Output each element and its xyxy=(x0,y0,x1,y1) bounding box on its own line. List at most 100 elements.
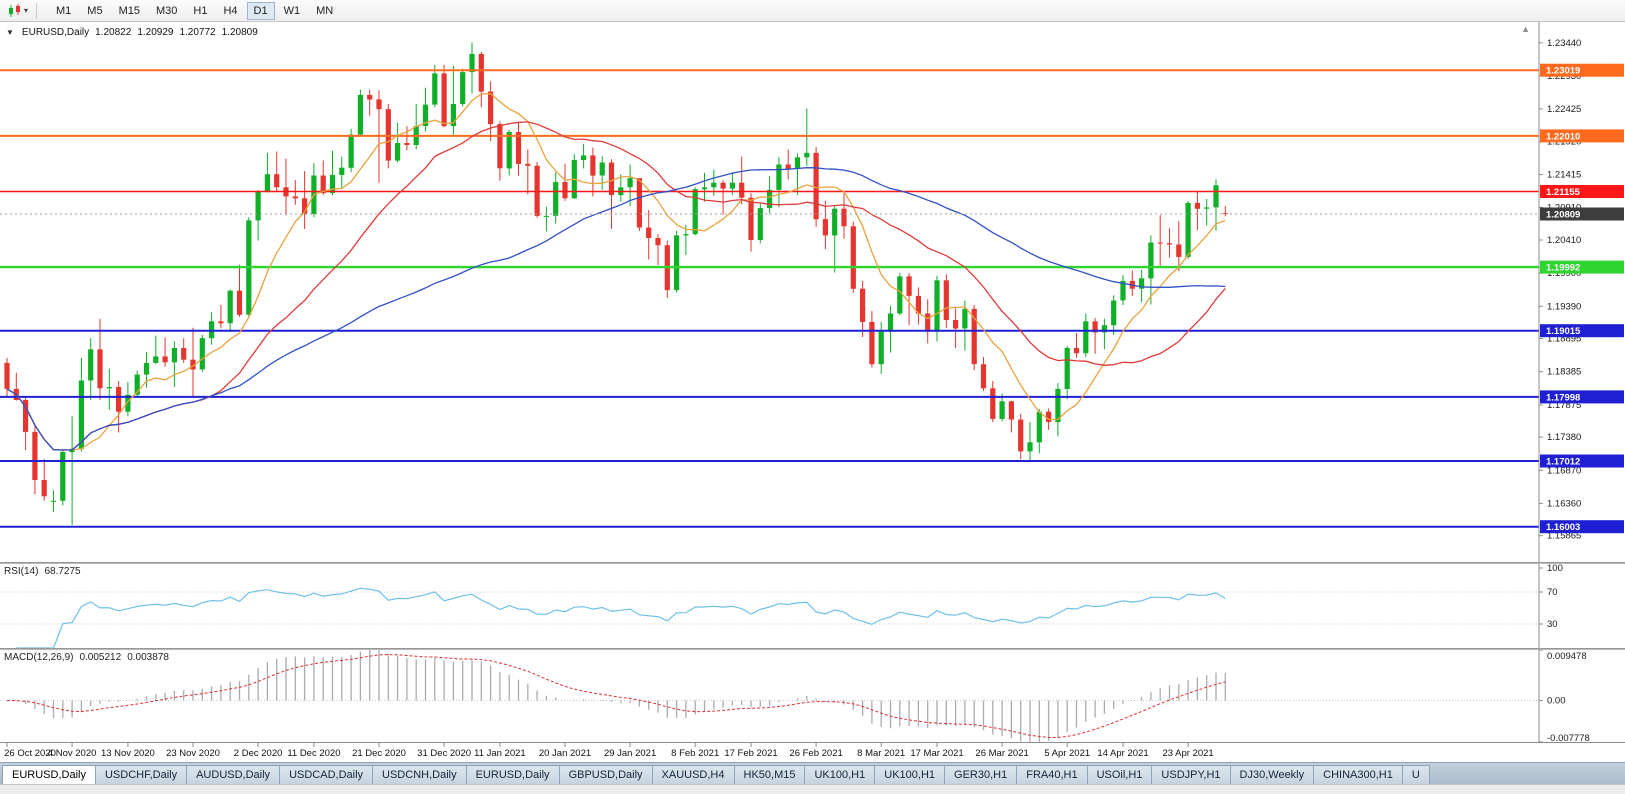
macd-axis-label: 0.009478 xyxy=(1547,651,1587,662)
time-tick-label: 5 Apr 2021 xyxy=(1044,748,1090,759)
time-tick-label: 23 Apr 2021 xyxy=(1162,748,1213,759)
price-tick-label: 1.20410 xyxy=(1547,235,1581,246)
chart-tab-UK100-H1[interactable]: UK100,H1 xyxy=(874,765,946,784)
price-badge-1.19992: 1.19992 xyxy=(1540,260,1624,274)
rsi-name: RSI(14) xyxy=(4,566,39,577)
svg-text:1.19015: 1.19015 xyxy=(1546,326,1581,337)
timeframe-buttons: M1 M5 M15 M30 H1 H4 D1 W1 MN xyxy=(48,1,341,20)
time-tick-label: 8 Mar 2021 xyxy=(857,748,905,759)
price-badge-1.19015: 1.19015 xyxy=(1540,324,1624,338)
chart-symbol-label: EURUSD,Daily xyxy=(21,27,90,38)
ohlc-high: 1.20929 xyxy=(137,27,174,38)
rsi-panel: RSI(14) 68.7275 100 70 30 xyxy=(0,564,1625,648)
chart-tab-CHINA300-H1[interactable]: CHINA300,H1 xyxy=(1313,765,1403,784)
candlestick-chart-icon xyxy=(9,3,20,17)
price-tick-label: 1.17380 xyxy=(1547,432,1581,443)
chart-tab-EURUSD-Daily[interactable]: EURUSD,Daily xyxy=(2,765,96,784)
timeframe-button-M15[interactable]: M15 xyxy=(118,4,140,17)
chart-ohlc-header: ▼ EURUSD,Daily 1.20822 1.20929 1.20772 1… xyxy=(6,27,258,38)
svg-text:1.17012: 1.17012 xyxy=(1546,457,1580,468)
chart-tab-AUDUSD-Daily[interactable]: AUDUSD,Daily xyxy=(186,765,281,784)
chart-tab-UK100-H1[interactable]: UK100,H1 xyxy=(804,765,876,784)
macd-label: MACD(12,26,9) 0.005212 0.003878 xyxy=(4,652,169,663)
svg-text:1.19992: 1.19992 xyxy=(1546,263,1580,274)
chart-tab-GER30-H1[interactable]: GER30,H1 xyxy=(944,765,1018,784)
time-tick-label: 26 Mar 2021 xyxy=(975,748,1028,759)
svg-text:1.21155: 1.21155 xyxy=(1546,187,1581,198)
time-tick-label: 4 Nov 2020 xyxy=(48,748,97,759)
rsi-axis-label: 100 xyxy=(1547,564,1563,574)
chevron-down-icon: ▾ xyxy=(24,6,29,15)
time-axis[interactable]: 26 Oct 2020 4 Nov 2020 13 Nov 2020 23 Nov 2… xyxy=(0,742,1625,762)
chart-background xyxy=(0,22,1625,562)
macd-axis-label: 0.00 xyxy=(1547,696,1566,707)
price-tick-label: 1.17875 xyxy=(1547,400,1581,411)
chart-tab-XAUUSD-H4[interactable]: XAUUSD,H4 xyxy=(651,765,735,784)
timeframe-button-M30[interactable]: M30 xyxy=(155,4,178,17)
svg-text:1.17998: 1.17998 xyxy=(1546,392,1580,403)
time-tick-label: 11 Dec 2020 xyxy=(287,748,340,759)
price-badge-1.21155: 1.21155 xyxy=(1540,185,1624,198)
time-tick-label: 2 Dec 2020 xyxy=(234,748,283,759)
rsi-value: 68.7275 xyxy=(44,566,81,577)
chart-tab-USOil-H1[interactable]: USOil,H1 xyxy=(1086,765,1153,784)
time-tick-label: 8 Feb 2021 xyxy=(671,748,719,759)
rsi-canvas[interactable]: 100 70 30 xyxy=(0,564,1625,648)
price-tick-label: 1.19390 xyxy=(1547,301,1581,312)
macd-panel: MACD(12,26,9) 0.005212 0.003878 0.009478… xyxy=(0,650,1625,742)
timeframe-button-M1[interactable]: M1 xyxy=(56,4,72,17)
time-tick-label: 21 Dec 2020 xyxy=(352,748,406,759)
chart-type-icon[interactable]: ▾ xyxy=(4,2,31,20)
rsi-axis-label: 70 xyxy=(1547,587,1558,598)
panel-splitter[interactable] xyxy=(0,648,1625,650)
macd-canvas[interactable]: 0.009478 0.00 -0.007778 xyxy=(0,650,1625,742)
price-tick-label: 1.15865 xyxy=(1547,531,1581,542)
main-chart-canvas[interactable]: 1.234401.229301.224251.219201.214151.209… xyxy=(0,22,1625,562)
timeframe-button-H1[interactable]: H1 xyxy=(193,4,208,17)
time-tick-label: 14 Apr 2021 xyxy=(1097,748,1148,759)
time-tick-label: 26 Feb 2021 xyxy=(789,748,842,759)
current-price-badge: 1.20809 xyxy=(1540,207,1624,221)
chart-scroll-marker-icon[interactable]: ▲ xyxy=(1521,24,1530,34)
one-click-trading-arrow[interactable]: ▼ xyxy=(6,28,14,37)
chart-tab-HK50-M15[interactable]: HK50,M15 xyxy=(733,765,806,784)
macd-name: MACD(12,26,9) xyxy=(4,652,74,663)
svg-text:1.20809: 1.20809 xyxy=(1546,210,1580,221)
chart-tab-U[interactable]: U xyxy=(1401,765,1430,784)
price-axis[interactable] xyxy=(1539,22,1625,562)
main-chart-svg: 1.234401.229301.224251.219201.214151.209… xyxy=(0,22,1625,562)
chart-tab-USDCAD-Daily[interactable]: USDCAD,Daily xyxy=(279,765,374,784)
price-tick-label: 1.21415 xyxy=(1547,170,1581,181)
time-tick-label: 31 Dec 2020 xyxy=(417,748,471,759)
toolbar-separator xyxy=(36,2,38,19)
ma-fast-line xyxy=(6,93,1226,451)
chart-tab-FRA40-H1[interactable]: FRA40,H1 xyxy=(1016,765,1088,784)
chart-tab-USDCNH-Daily[interactable]: USDCNH,Daily xyxy=(372,765,467,784)
timeframe-button-MN[interactable]: MN xyxy=(316,4,334,17)
timeframe-button-H4[interactable]: H4 xyxy=(223,4,238,17)
ma-slow-line xyxy=(6,167,1226,451)
timeframe-button-M5[interactable]: M5 xyxy=(87,4,103,17)
status-bar xyxy=(0,784,1625,794)
macd-main-value: 0.005212 xyxy=(79,652,122,663)
panel-splitter[interactable] xyxy=(0,562,1625,564)
time-tick-label: 20 Jan 2021 xyxy=(539,748,591,759)
ohlc-low: 1.20772 xyxy=(179,27,216,38)
chart-tab-DJ30-Weekly[interactable]: DJ30,Weekly xyxy=(1229,765,1315,784)
timeframe-toolbar: ▾ M1 M5 M15 M30 H1 H4 D1 W1 MN xyxy=(0,0,1625,22)
chart-tab-USDCHF-Daily[interactable]: USDCHF,Daily xyxy=(94,765,188,784)
price-badge-1.17998: 1.17998 xyxy=(1540,390,1624,404)
main-chart-panel: ▼ EURUSD,Daily 1.20822 1.20929 1.20772 1… xyxy=(0,22,1625,562)
price-badge-1.17012: 1.17012 xyxy=(1540,454,1624,468)
chart-tab-USDJPY-H1[interactable]: USDJPY,H1 xyxy=(1151,765,1231,784)
macd-signal-value: 0.003878 xyxy=(127,652,169,663)
macd-axis-label: -0.007778 xyxy=(1547,733,1590,742)
chart-tab-GBPUSD-Daily[interactable]: GBPUSD,Daily xyxy=(558,765,653,784)
chart-tab-EURUSD-Daily[interactable]: EURUSD,Daily xyxy=(465,765,560,784)
timeframe-button-D1[interactable]: D1 xyxy=(246,1,275,20)
rsi-label: RSI(14) 68.7275 xyxy=(4,566,81,577)
price-tick-label: 1.18385 xyxy=(1547,367,1581,378)
macd-svg: 0.009478 0.00 -0.007778 xyxy=(0,650,1625,742)
timeframe-button-W1[interactable]: W1 xyxy=(283,4,301,17)
time-tick-label: 17 Mar 2021 xyxy=(910,748,963,759)
